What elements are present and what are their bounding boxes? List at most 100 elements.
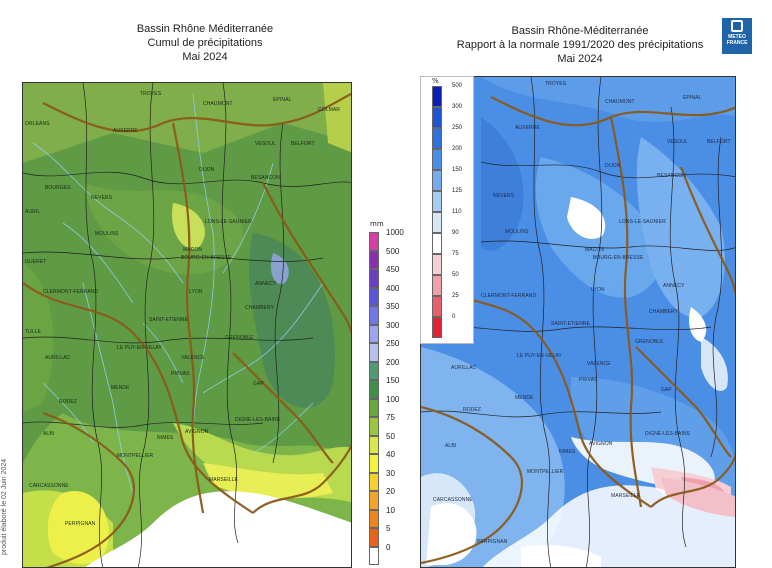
place-label: GAP: [253, 381, 264, 387]
place-label: MONTPELLIER: [527, 469, 564, 475]
right-legend-swatch: [432, 233, 442, 254]
left-legend-label: 250: [386, 339, 400, 348]
right-title-line-1: Bassin Rhône-Méditerranée: [511, 25, 649, 37]
place-label: CHAUMONT: [605, 99, 635, 105]
place-label: MENDE: [515, 395, 534, 401]
place-label: MOULINS: [95, 231, 119, 237]
place-label: AUXERRE: [515, 125, 540, 131]
right-legend-label: 200: [452, 146, 463, 152]
left-legend-label: 0: [386, 542, 391, 552]
right-legend-label: 500: [452, 83, 463, 89]
place-label: ANNECY: [255, 281, 277, 287]
place-label: MONTPELLIER: [117, 453, 154, 459]
place-label: TROYES: [140, 91, 162, 97]
place-label: SAINT-ETIENNE: [149, 317, 189, 323]
place-label: TULLE: [25, 329, 42, 335]
right-legend-label: 25: [452, 293, 459, 299]
meteo-france-logo-mark: [731, 20, 743, 32]
left-legend-label: 5: [386, 524, 391, 533]
place-label: MARSEILLE: [611, 493, 640, 499]
left-legend-swatch: [369, 417, 379, 436]
place-label: NIMES: [559, 449, 576, 455]
place-label: EPINAL: [683, 95, 702, 101]
right-legend-label: 0: [452, 314, 456, 320]
left-legend-label: 350: [386, 302, 400, 311]
left-title-line-3: Mai 2024: [182, 51, 228, 63]
place-label: LONS-LE-SAUNIER: [619, 219, 666, 225]
place-label: LYON: [591, 287, 605, 293]
place-label: ANNECY: [663, 283, 685, 289]
right-legend-swatch: [432, 212, 442, 233]
place-label: VALENCE: [181, 355, 205, 361]
left-title-line-2: Cumul de précipitations: [147, 37, 263, 49]
right-legend-unit: %: [432, 77, 439, 85]
left-legend-label: 450: [386, 265, 400, 274]
right-legend-label: 50: [452, 272, 459, 278]
left-legend-swatch: [369, 435, 379, 454]
place-label: BESANCON: [657, 173, 686, 179]
place-label: COLMAR: [318, 107, 340, 113]
place-label: CHAUMONT: [203, 101, 233, 107]
place-label: AURIL: [25, 209, 41, 215]
place-label: DIJON: [605, 163, 621, 169]
place-label: CARCASSONNE: [433, 497, 473, 503]
left-legend-swatch: [369, 454, 379, 473]
place-label: BESANCON: [251, 175, 280, 181]
right-legend-label: 75: [452, 251, 459, 257]
left-legend-label: 500: [386, 246, 400, 256]
place-label: SAINT-ETIENNE: [551, 321, 591, 327]
right-title-line-2: Rapport à la normale 1991/2020 des préci…: [456, 39, 704, 51]
left-legend-label: 400: [386, 283, 400, 293]
left-legend-label: 100: [386, 394, 400, 404]
right-legend-label: 300: [452, 104, 463, 110]
place-label: GAP: [661, 387, 672, 393]
right-legend-swatch: [432, 191, 442, 212]
place-label: CLERMONT-FERRAND: [481, 293, 537, 299]
place-label: CARCASSONNE: [29, 483, 69, 489]
place-label: MENDE: [111, 385, 130, 391]
left-legend-swatch: [369, 398, 379, 417]
right-legend-swatch: [432, 296, 442, 317]
right-legend-swatch: [432, 275, 442, 296]
place-label: EPINAL: [273, 97, 292, 103]
place-label: BOURG-EN-BRESSE: [593, 255, 644, 261]
left-legend-label: 40: [386, 450, 395, 459]
place-label: PERPIGNAN: [477, 539, 508, 545]
place-label: AVIGNON: [185, 429, 209, 435]
place-label: VALENCE: [587, 361, 611, 367]
left-legend-swatch: [369, 528, 379, 547]
place-label: LE PUY-EN-VELAY: [117, 345, 162, 351]
precipitation-total-map-drawing: [23, 83, 351, 567]
place-label: GUERET: [25, 259, 47, 265]
place-label: MARSEILLE: [209, 477, 238, 483]
place-label: LONS-LE-SAUNIER: [205, 219, 252, 225]
place-label: PERPIGNAN: [65, 521, 96, 527]
place-label: PRIVAS: [579, 377, 598, 383]
place-label: LYON: [189, 289, 203, 295]
meteo-france-logo: METEO FRANCE: [722, 18, 752, 54]
right-legend-label: 250: [452, 125, 463, 131]
left-legend-swatch: [369, 343, 379, 362]
left-legend-swatch: [369, 250, 379, 269]
place-label: CLERMONT-FERRAND: [43, 289, 99, 295]
left-legend-swatch: [369, 546, 379, 565]
place-label: MACON: [585, 247, 605, 253]
place-label: GRENOBLE: [635, 339, 664, 345]
place-label: VESOUL: [255, 141, 276, 147]
left-legend-swatch: [369, 509, 379, 528]
place-label: NIMES: [157, 435, 174, 441]
right-map-title: Bassin Rhône-Méditerranée Rapport à la n…: [430, 24, 730, 66]
place-label: MOULINS: [505, 229, 529, 235]
place-label: NEVERS: [493, 193, 515, 199]
place-label: ALBI: [43, 431, 55, 437]
left-legend-swatch: [369, 306, 379, 325]
place-label: CHAMBERY: [245, 305, 275, 311]
place-label: DIGNE-LES-BAINS: [645, 431, 691, 437]
right-legend-label: 150: [452, 167, 463, 173]
logo-line-1: METEO: [728, 34, 746, 40]
right-legend-swatch: [432, 254, 442, 275]
place-label: GRENOBLE: [225, 335, 254, 341]
left-legend-swatch: [369, 472, 379, 491]
left-legend-label: 75: [386, 413, 395, 422]
right-title-line-3: Mai 2024: [557, 53, 603, 65]
